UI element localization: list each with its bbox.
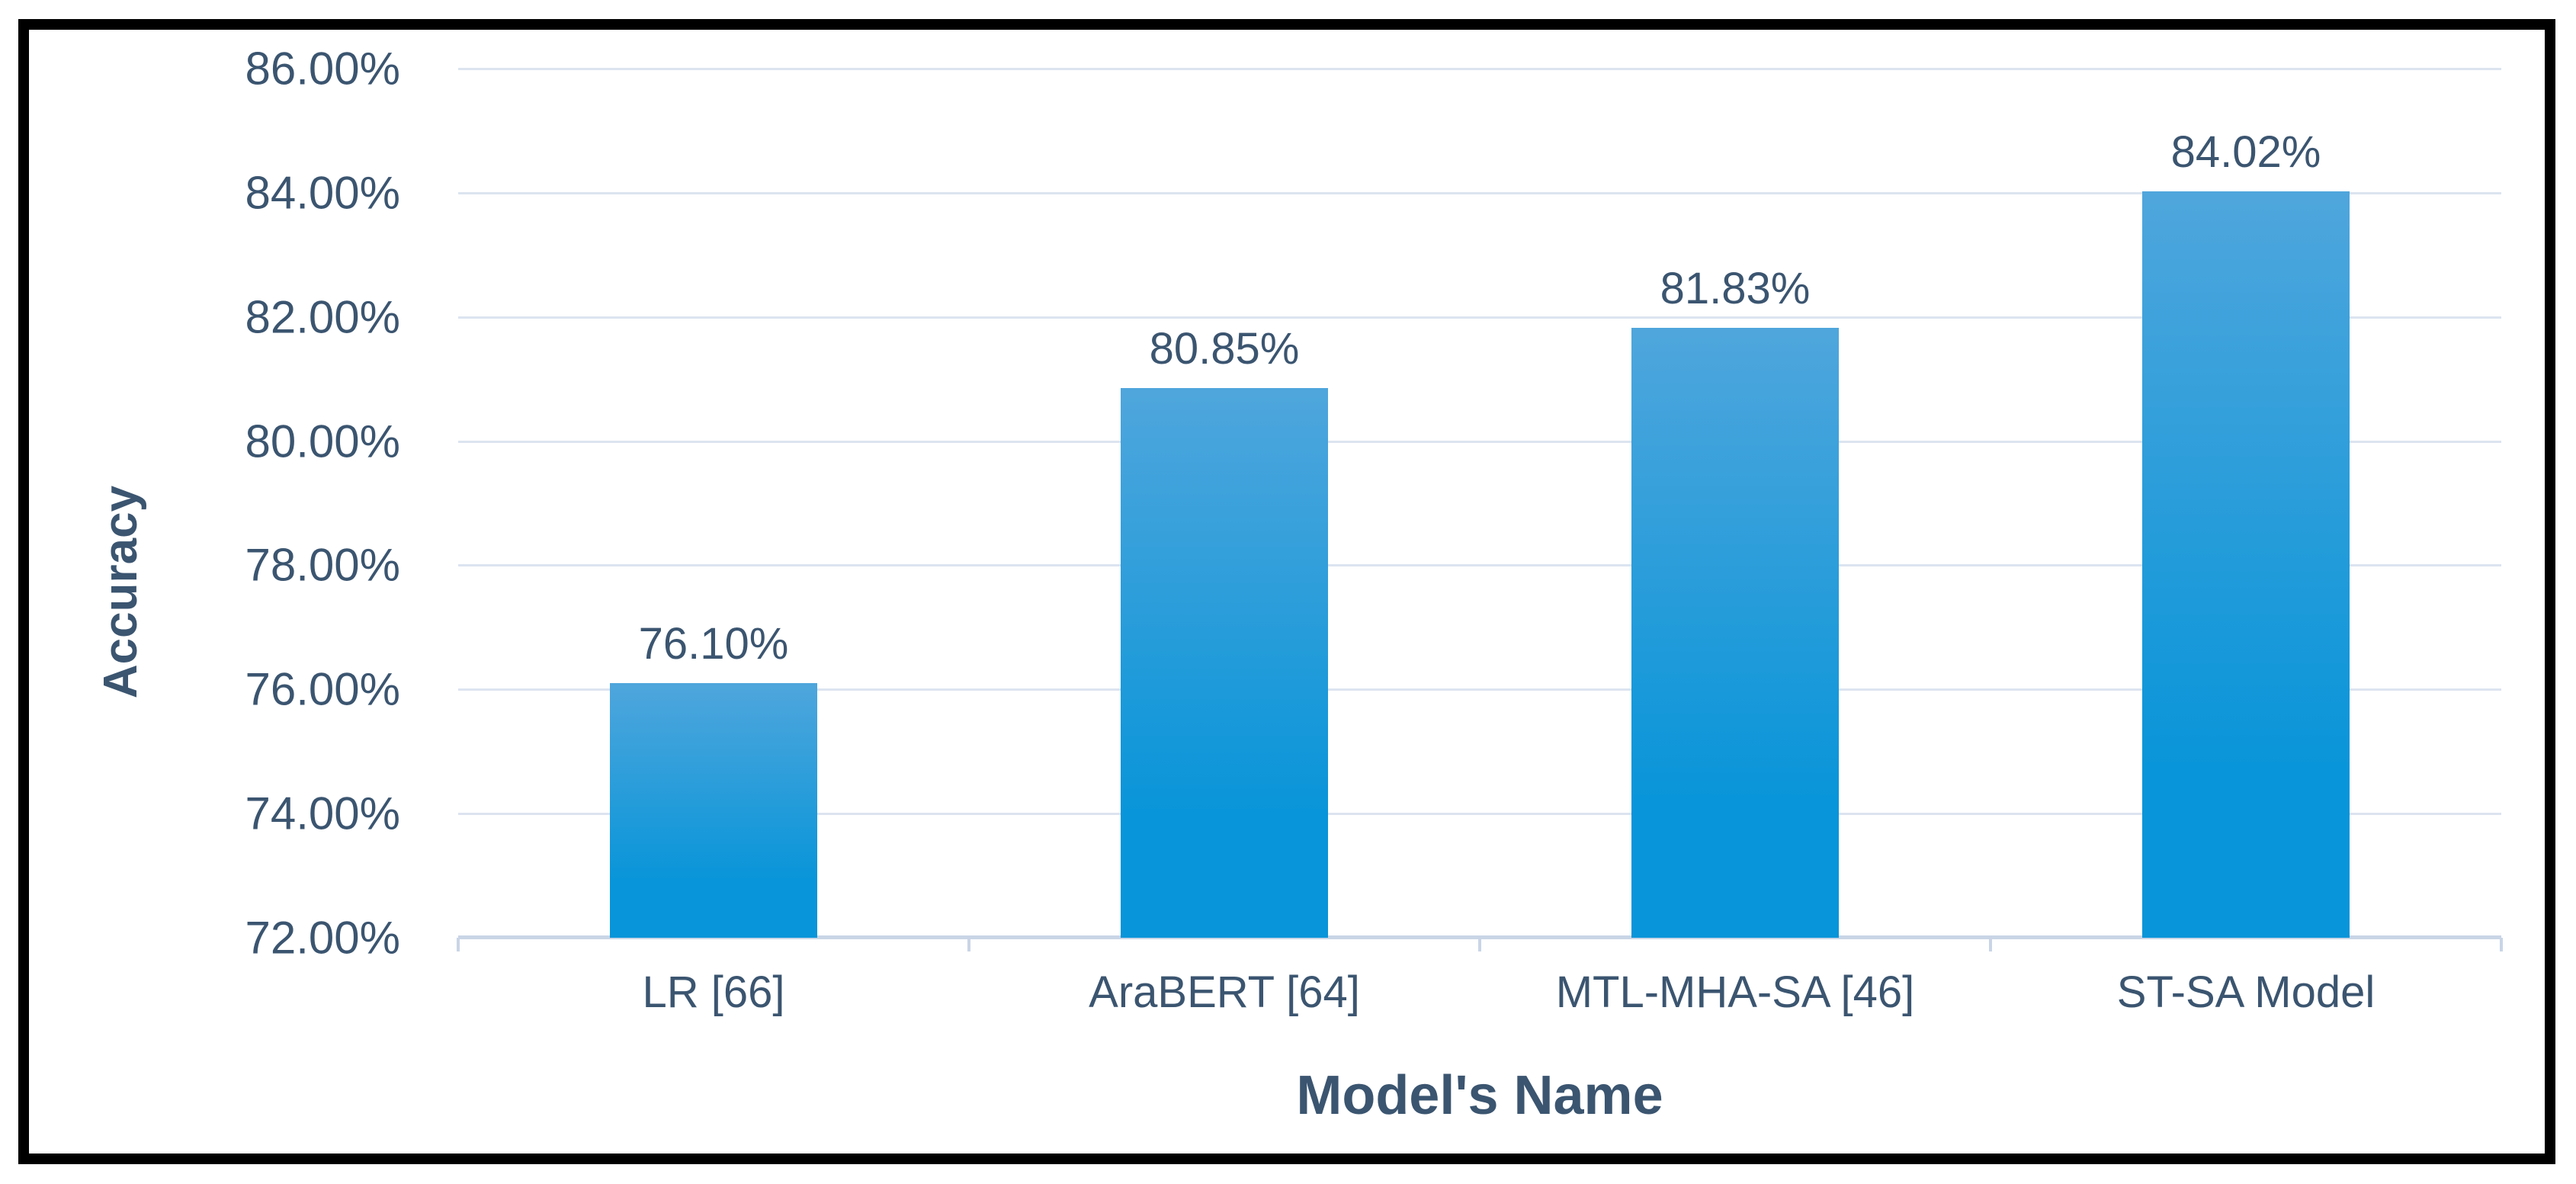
x-axis-tick (2500, 938, 2503, 951)
x-category-label: LR [66] (642, 967, 785, 1017)
bar (1121, 388, 1328, 938)
x-axis-line (458, 935, 2501, 939)
bar-value-label: 76.10% (638, 619, 789, 669)
plot-area: 76.10% 80.85% 81.83% 84.02% (457, 68, 2503, 951)
x-axis-title: Model's Name (1296, 1065, 1663, 1126)
gridline (458, 68, 2501, 70)
y-tick-label: 74.00% (245, 788, 401, 839)
gridline (458, 564, 2501, 567)
y-tick-label: 80.00% (245, 416, 401, 467)
gridline (458, 688, 2501, 691)
gridline (458, 440, 2501, 443)
x-axis-tick (1989, 938, 1992, 951)
y-tick-label: 76.00% (245, 663, 401, 715)
bar-value-label: 81.83% (1660, 263, 1811, 313)
x-category-label: MTL-MHA-SA [46] (1555, 967, 1915, 1017)
y-axis-labels: 72.00% 74.00% 76.00% 78.00% 80.00% 82.00% 84.0… (114, 43, 401, 964)
bar (1631, 327, 1839, 938)
y-tick-label: 72.00% (245, 912, 401, 964)
gridline (458, 316, 2501, 319)
gridline (458, 813, 2501, 816)
y-tick-label: 86.00% (245, 43, 401, 95)
x-category-label: AraBERT [64] (1089, 967, 1360, 1017)
bar-value-label: 80.85% (1149, 324, 1300, 374)
x-axis-labels: LR [66] AraBERT [64] MTL-MHA-SA [46] ST-SA … (458, 967, 2501, 1028)
bar (610, 683, 817, 938)
x-axis-tick (457, 938, 460, 951)
x-axis-tick (1478, 938, 1481, 951)
y-tick-label: 84.00% (245, 167, 401, 219)
y-tick-label: 78.00% (245, 539, 401, 591)
x-axis-tick (967, 938, 970, 951)
chart-frame (18, 19, 2555, 1164)
y-tick-label: 82.00% (245, 291, 401, 343)
bar (2142, 191, 2350, 938)
gridline (458, 191, 2501, 194)
x-category-label: ST-SA Model (2116, 967, 2376, 1017)
bar-value-label: 84.02% (2170, 127, 2321, 178)
